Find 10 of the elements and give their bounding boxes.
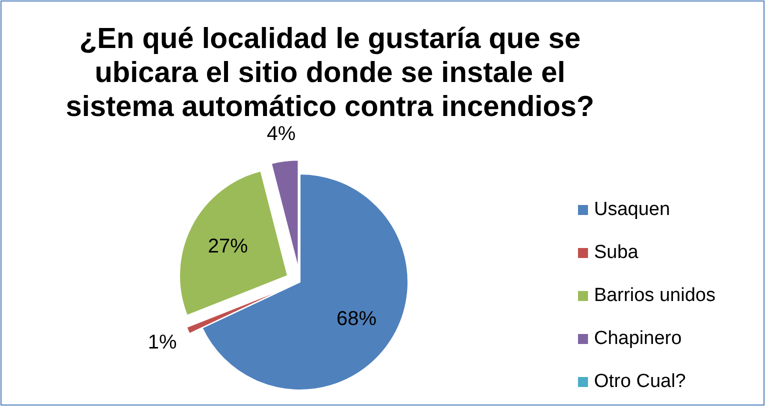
legend-label: Otro Cual? — [594, 371, 686, 392]
legend-label: Suba — [594, 242, 639, 263]
legend-label: Chapinero — [594, 328, 682, 349]
legend-label: Usaquen — [594, 199, 670, 220]
legend-label: Barrios unidos — [594, 285, 716, 306]
chart-title: ¿En qué localidad le gustaría que se ubicara el sitio donde se instale el sistema automático contra incendios? — [66, 23, 594, 123]
data-label: 27% — [208, 235, 248, 258]
data-label: 68% — [336, 308, 377, 330]
data-label: 1% — [148, 332, 178, 354]
data-label: 4% — [266, 123, 296, 146]
